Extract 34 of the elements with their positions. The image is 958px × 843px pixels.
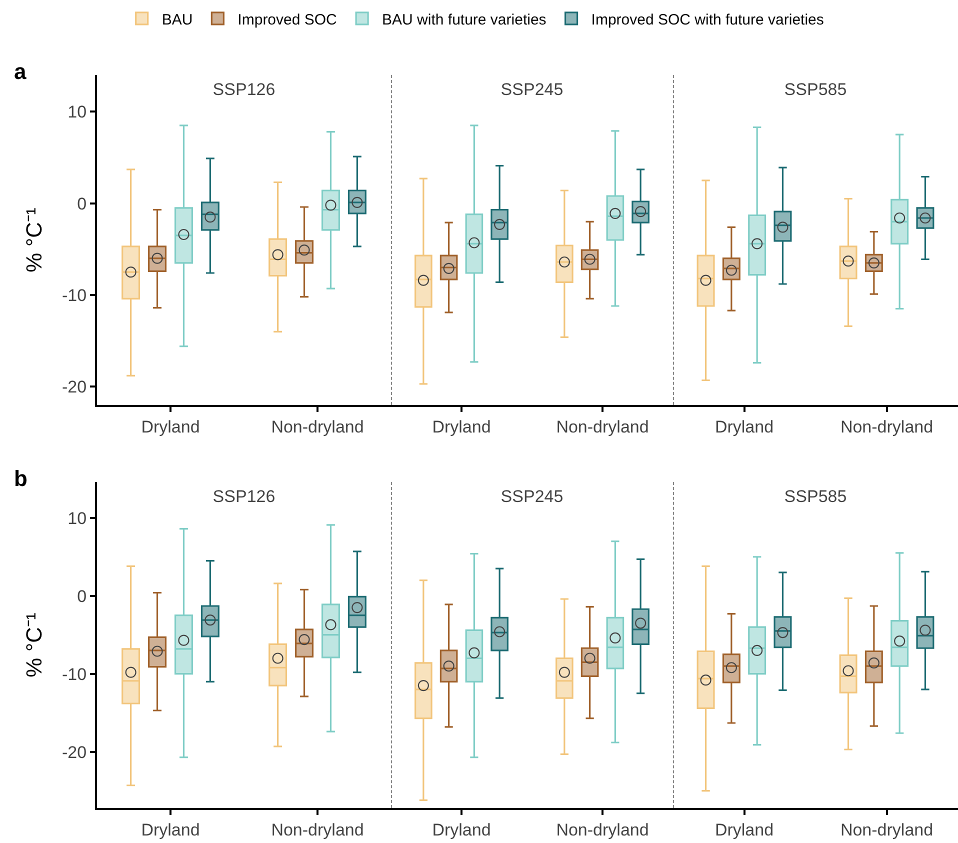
text: a [14, 59, 27, 84]
legend-label: BAU with future varieties [382, 11, 546, 28]
y-axis-title: % °C⁻¹ [21, 208, 46, 272]
chart-title: SSP126 [212, 486, 276, 506]
text: b [14, 466, 28, 491]
chart-title: SSP585 [784, 486, 847, 506]
x-tick-label: Dryland [714, 417, 774, 436]
x-tick-label: Non-dryland [271, 820, 364, 840]
x-tick-label: Non-dryland [271, 417, 364, 436]
y-tick-label: 10 [68, 508, 87, 528]
legend-label: Improved SOC with future varieties [591, 11, 824, 28]
y-tick-label: 10 [68, 102, 87, 122]
x-tick-label: Dryland [432, 820, 491, 840]
x-tick-label: Dryland [714, 820, 774, 840]
y-tick-label: 0 [77, 586, 87, 606]
chart-title: SSP245 [500, 486, 564, 506]
y-tick-label: 0 [77, 194, 87, 214]
x-tick-label: Non-dryland [556, 417, 649, 436]
y-tick-label: -20 [62, 742, 87, 762]
y-tick-label: -10 [62, 286, 87, 305]
x-tick-label: Dryland [141, 820, 200, 840]
x-tick-label: Dryland [141, 417, 200, 436]
x-tick-label: Dryland [432, 417, 491, 436]
chart-title: SSP245 [500, 80, 564, 99]
x-tick-label: Non-dryland [840, 417, 934, 436]
x-tick-label: Non-dryland [840, 820, 934, 840]
legend-label: Improved SOC [238, 11, 338, 28]
chart-title: SSP585 [784, 80, 847, 99]
x-tick-label: Non-dryland [556, 820, 649, 840]
legend-label: BAU [162, 11, 193, 28]
chart-title: SSP126 [212, 80, 276, 99]
y-tick-label: -20 [62, 378, 87, 397]
y-tick-label: -10 [62, 664, 87, 684]
y-axis-title: % °C⁻¹ [21, 612, 46, 678]
